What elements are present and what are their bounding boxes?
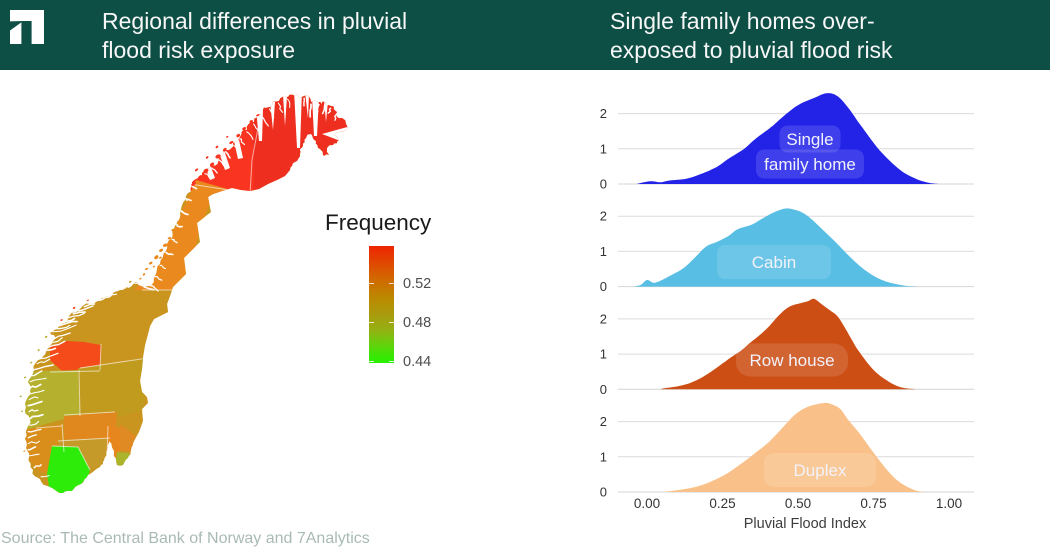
svg-text:0.25: 0.25 [709,496,735,511]
svg-text:Duplex: Duplex [794,461,847,480]
svg-text:0.75: 0.75 [860,496,886,511]
svg-text:0: 0 [600,382,607,397]
svg-text:Row house: Row house [749,351,834,370]
svg-text:2: 2 [600,106,607,121]
svg-text:0.50: 0.50 [785,496,811,511]
svg-text:1: 1 [600,141,607,156]
svg-text:Cabin: Cabin [752,253,796,272]
svg-text:2: 2 [600,209,607,224]
svg-text:2: 2 [600,414,607,429]
svg-text:0: 0 [600,279,607,294]
svg-text:0.00: 0.00 [634,496,660,511]
svg-text:1: 1 [600,449,607,464]
svg-text:1: 1 [600,244,607,259]
svg-text:2: 2 [600,311,607,326]
svg-text:Pluvial Flood Index: Pluvial Flood Index [744,516,867,532]
svg-text:Single: Single [786,130,833,149]
svg-text:0: 0 [600,177,607,192]
svg-text:1: 1 [600,347,607,362]
svg-text:family home: family home [764,155,856,174]
svg-text:1.00: 1.00 [936,496,962,511]
svg-text:0: 0 [600,485,607,500]
